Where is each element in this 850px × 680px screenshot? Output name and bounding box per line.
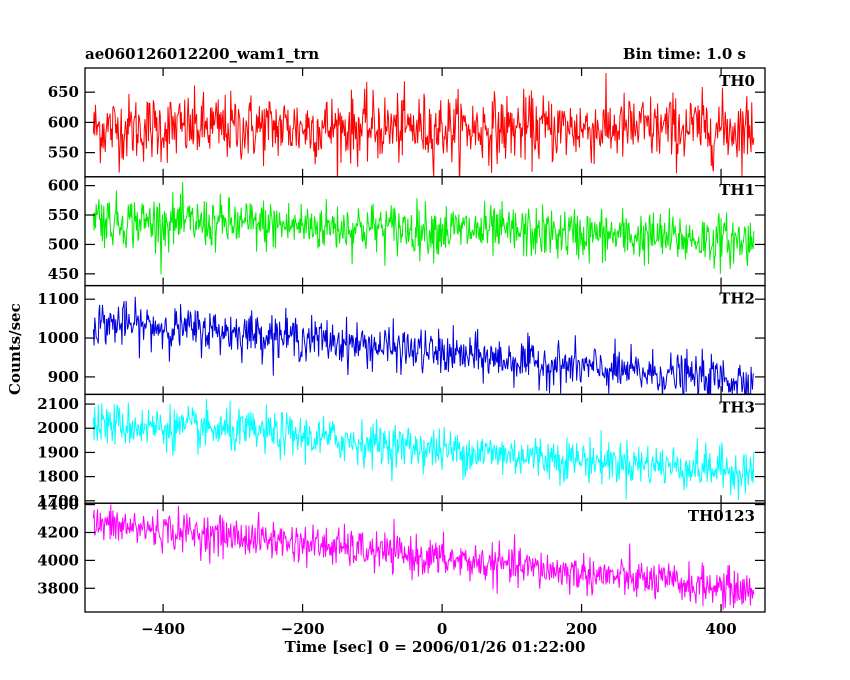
series-label-th3: TH3 bbox=[719, 398, 755, 416]
x-tick-label: 0 bbox=[437, 620, 447, 638]
y-tick-label-th3: 1700 bbox=[37, 492, 79, 510]
y-tick-label-th0: 600 bbox=[48, 113, 79, 131]
x-axis-label: Time [sec] 0 = 2006/01/26 01:22:00 bbox=[284, 638, 586, 656]
y-tick-label-th3: 1900 bbox=[37, 443, 79, 461]
series-line-th1 bbox=[92, 181, 755, 275]
y-axis-label: Counts/sec bbox=[6, 303, 24, 395]
y-tick-label-th1: 550 bbox=[48, 206, 79, 224]
y-tick-label-th2: 900 bbox=[48, 368, 79, 386]
y-tick-label-th0123: 3800 bbox=[37, 579, 79, 597]
y-tick-label-th1: 450 bbox=[48, 265, 79, 283]
y-tick-label-th0123: 4200 bbox=[37, 523, 79, 541]
plot-title: ae060126012200_wam1_trn bbox=[85, 45, 320, 63]
x-tick-label: 400 bbox=[705, 620, 736, 638]
series-line-th0123 bbox=[92, 504, 755, 610]
series-label-th1: TH1 bbox=[719, 181, 755, 199]
panel-frame-th3 bbox=[84, 393, 766, 504]
y-tick-label-th0: 650 bbox=[48, 83, 79, 101]
bin-time-label: Bin time: 1.0 s bbox=[622, 45, 746, 63]
y-tick-label-th0: 550 bbox=[48, 144, 79, 162]
series-label-th0: TH0 bbox=[719, 72, 755, 90]
series-line-th3 bbox=[92, 398, 755, 501]
y-tick-label-th2: 1000 bbox=[37, 329, 79, 347]
x-tick-label: −200 bbox=[281, 620, 325, 638]
panel-frame-th0123 bbox=[84, 502, 766, 613]
series-label-th0123: TH0123 bbox=[688, 507, 755, 525]
y-tick-label-th3: 1800 bbox=[37, 468, 79, 486]
y-tick-label-th3: 2100 bbox=[37, 395, 79, 413]
y-tick-label-th0123: 4400 bbox=[37, 496, 79, 514]
x-tick-label: −400 bbox=[141, 620, 185, 638]
series-label-th2: TH2 bbox=[719, 290, 755, 308]
y-tick-label-th0123: 4000 bbox=[37, 551, 79, 569]
y-tick-label-th3: 2000 bbox=[37, 419, 79, 437]
series-line-th0 bbox=[92, 73, 755, 177]
series-line-th2 bbox=[92, 296, 755, 395]
x-tick-label: 200 bbox=[566, 620, 597, 638]
y-tick-label-th1: 500 bbox=[48, 235, 79, 253]
y-tick-label-th1: 600 bbox=[48, 177, 79, 195]
y-tick-label-th2: 1100 bbox=[37, 290, 79, 308]
